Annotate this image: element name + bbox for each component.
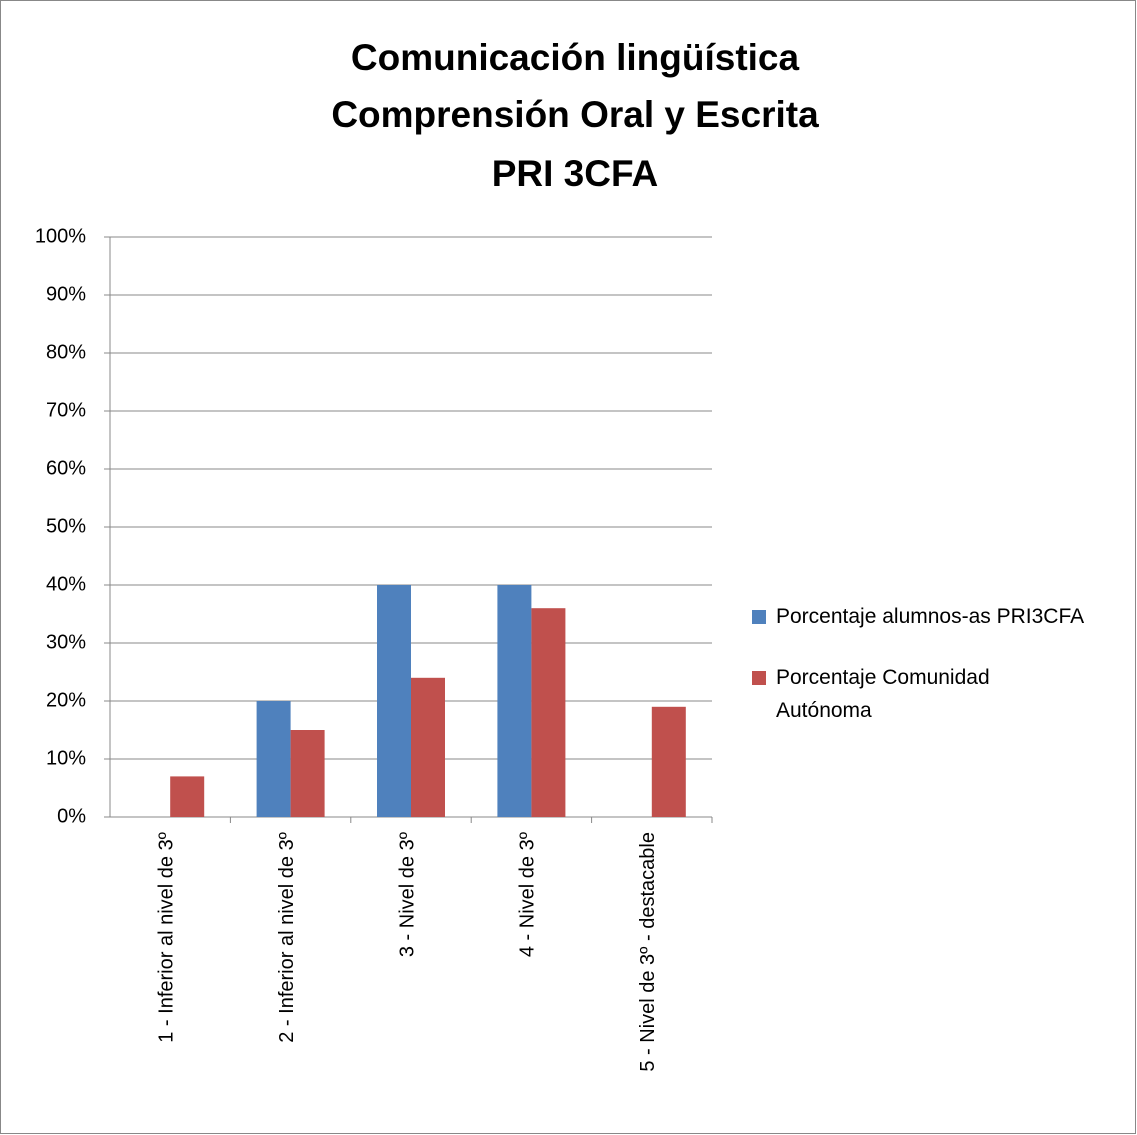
x-tick-label: 2 - Inferior al nivel de 3º xyxy=(276,831,298,1042)
y-tick-label: 20% xyxy=(46,689,86,711)
bar xyxy=(497,585,532,817)
y-tick-label: 60% xyxy=(46,457,86,479)
bar xyxy=(377,585,411,817)
x-tick-label: 3 - Nivel de 3º xyxy=(396,831,418,957)
x-tick-label: 4 - Nivel de 3º xyxy=(517,831,539,957)
legend-label: Porcentaje Comunidad Autónoma xyxy=(776,666,990,722)
y-tick-label: 80% xyxy=(46,341,86,363)
bar xyxy=(531,608,566,817)
legend-swatch xyxy=(752,610,766,624)
y-tick-label: 50% xyxy=(46,515,86,537)
y-tick-label: 0% xyxy=(57,805,86,827)
bar xyxy=(256,701,291,817)
legend: Porcentaje alumnos-as PRI3CFA Porcentaje … xyxy=(752,600,1132,755)
x-tick-label: 5 - Nivel de 3º - destacable xyxy=(637,832,659,1072)
bar xyxy=(170,776,205,817)
legend-swatch xyxy=(752,671,766,685)
chart-title: Comprensión Oral y Escrita xyxy=(331,94,819,135)
y-tick-label: 90% xyxy=(46,283,86,305)
y-tick-label: 30% xyxy=(46,631,86,653)
chart-title: Comunicación lingüística xyxy=(351,37,800,78)
bar xyxy=(651,706,686,817)
bar xyxy=(290,730,325,817)
chart-title: PRI 3CFA xyxy=(492,153,659,194)
x-tick-label: 1 - Inferior al nivel de 3º xyxy=(155,831,177,1042)
y-tick-label: 70% xyxy=(46,399,86,421)
legend-label: Porcentaje alumnos-as PRI3CFA xyxy=(776,605,1085,628)
bar xyxy=(411,677,445,817)
legend-item: Porcentaje alumnos-as PRI3CFA xyxy=(752,600,1132,633)
y-tick-label: 100% xyxy=(35,225,86,247)
legend-item: Porcentaje Comunidad Autónoma xyxy=(752,661,1132,727)
y-tick-label: 10% xyxy=(46,747,86,769)
y-tick-label: 40% xyxy=(46,573,86,595)
